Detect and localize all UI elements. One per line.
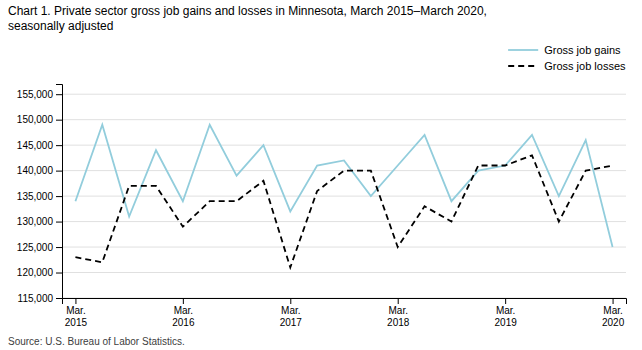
legend-swatch — [508, 49, 538, 51]
x-tick-label-line: 2020 — [602, 317, 625, 328]
y-tick-mark — [56, 145, 62, 146]
x-tick-label: Mar.2015 — [65, 305, 88, 328]
x-tick-label-line: Mar. — [388, 305, 407, 316]
legend-item: Gross job gains — [508, 44, 621, 56]
x-tick-label-line: Mar. — [496, 305, 515, 316]
x-tick-label: Mar.2019 — [495, 305, 518, 328]
grid — [62, 94, 626, 298]
y-tick-label: 150,000 — [17, 114, 54, 125]
subtitle: seasonally adjusted — [8, 19, 113, 33]
x-tick-mark — [505, 298, 506, 304]
y-tick-mark — [56, 196, 62, 197]
grid-line — [62, 247, 626, 248]
x-tick: Mar.2020 — [602, 298, 625, 328]
lines — [75, 125, 612, 268]
y-tick-mark — [56, 94, 62, 95]
x-tick-label-line: 2016 — [172, 317, 195, 328]
chart: Chart 1. Private sector gross job gains … — [0, 0, 642, 350]
y-tick-label: 155,000 — [17, 89, 54, 100]
x-tick-label-line: Mar. — [174, 305, 193, 316]
x-tick-mark — [75, 298, 76, 304]
y-tick-label: 120,000 — [17, 267, 54, 278]
source: Source: U.S. Bureau of Labor Statistics. — [8, 336, 185, 347]
x-tick: Mar.2015 — [65, 298, 88, 328]
plot: 115,000 120,000 125,000 130,000 135,000 140,0… — [17, 85, 627, 328]
y-tick-mark — [56, 247, 62, 248]
x-tick-label-line: Mar. — [281, 305, 300, 316]
y-tick-label: 140,000 — [17, 165, 54, 176]
title-group: Chart 1. Private sector gross job gains … — [8, 4, 487, 33]
y-tick-label: 145,000 — [17, 140, 54, 151]
y-tick-mark — [56, 273, 62, 274]
x-axis-line — [63, 299, 627, 305]
grid-line — [62, 272, 626, 273]
grid-line — [62, 170, 626, 171]
title: Chart 1. Private sector gross job gains … — [8, 4, 487, 18]
y-tick-mark — [56, 171, 62, 172]
grid-line — [62, 145, 626, 146]
x-axis: Mar.2015Mar.2016Mar.2017Mar.2018Mar.2019… — [63, 298, 627, 328]
legend-item: Gross job losses — [508, 60, 626, 72]
x-tick-label-line: 2018 — [387, 317, 410, 328]
legend: Gross job gains Gross job losses — [508, 44, 626, 72]
y-axis-line — [56, 85, 63, 299]
grid-line — [62, 94, 626, 95]
grid-line — [62, 119, 626, 120]
x-tick: Mar.2018 — [387, 298, 410, 328]
y-tick: 120,000 — [17, 267, 62, 278]
x-tick-label-line: 2017 — [280, 317, 303, 328]
y-tick-label: 125,000 — [17, 242, 54, 253]
y-tick-label: 135,000 — [17, 191, 54, 202]
legend-label: Gross job gains — [544, 44, 621, 56]
x-tick-mark — [290, 298, 291, 304]
y-tick: 135,000 — [17, 191, 62, 202]
x-tick-label-line: 2015 — [65, 317, 88, 328]
x-tick-label: Mar.2018 — [387, 305, 410, 328]
x-tick-label: Mar.2017 — [280, 305, 303, 328]
y-tick: 125,000 — [17, 242, 62, 253]
y-tick-label: 115,000 — [18, 293, 54, 304]
y-tick: 115,000 — [18, 293, 62, 304]
y-tick-mark — [56, 222, 62, 223]
x-tick-label-line: Mar. — [603, 305, 622, 316]
legend-swatch — [508, 65, 538, 67]
x-tick-label: Mar.2020 — [602, 305, 625, 328]
x-tick-mark — [183, 298, 184, 304]
x-tick: Mar.2019 — [495, 298, 518, 328]
x-tick-mark — [398, 298, 399, 304]
y-tick-mark — [56, 120, 62, 121]
y-axis: 115,000 120,000 125,000 130,000 135,000 140,0… — [17, 85, 63, 304]
y-tick: 130,000 — [17, 216, 62, 227]
grid-line — [62, 196, 626, 197]
x-tick-label-line: 2019 — [495, 317, 518, 328]
legend-label: Gross job losses — [544, 60, 626, 72]
y-tick-mark — [56, 298, 62, 299]
grid-line — [62, 221, 626, 222]
x-tick-label: Mar.2016 — [172, 305, 195, 328]
x-tick: Mar.2016 — [172, 298, 195, 328]
x-tick-label-line: Mar. — [66, 305, 85, 316]
y-tick: 145,000 — [17, 140, 62, 151]
y-tick-label: 130,000 — [17, 216, 54, 227]
x-tick: Mar.2017 — [280, 298, 303, 328]
y-tick: 150,000 — [17, 114, 62, 125]
y-tick: 140,000 — [17, 165, 62, 176]
y-tick: 155,000 — [17, 89, 62, 100]
series-line — [75, 155, 612, 267]
x-tick-mark — [613, 298, 614, 304]
